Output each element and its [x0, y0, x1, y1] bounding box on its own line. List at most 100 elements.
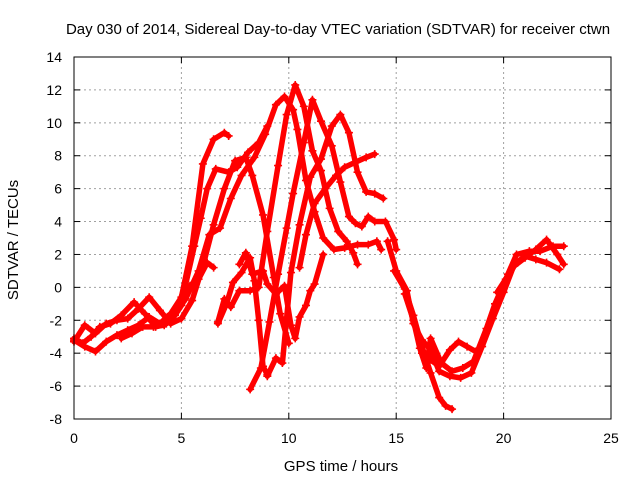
- x-tick-label: 0: [70, 430, 78, 446]
- data-point-arc-9: [390, 235, 399, 244]
- data-point-arc-5: [237, 171, 246, 180]
- data-point-arc-5: [319, 234, 328, 242]
- data-point-arc-2: [211, 164, 220, 173]
- data-point-arc-10: [327, 122, 336, 131]
- data-point-arc-14: [409, 316, 418, 325]
- data-point-arc-11: [351, 158, 360, 167]
- data-point-arc-7: [250, 276, 259, 285]
- data-point-arc-3: [112, 316, 121, 325]
- data-point-arc-11: [362, 153, 371, 162]
- data-point-arc-3: [241, 153, 250, 162]
- data-point-arc-8: [235, 260, 244, 269]
- data-point-arc-3: [276, 309, 285, 318]
- y-axis-label: SDTVAR / TECUs: [5, 180, 22, 300]
- x-tick-label: 10: [281, 430, 297, 446]
- series-arc-16: [494, 236, 567, 296]
- data-point-arc-6: [334, 227, 343, 236]
- data-point-arc-1: [209, 135, 218, 144]
- data-point-arc-9: [308, 95, 317, 104]
- data-point-arc-3: [134, 304, 143, 313]
- data-point-arc-5: [377, 245, 386, 254]
- data-point-arc-4: [160, 321, 169, 330]
- data-point-arc-15: [471, 347, 480, 356]
- data-point-arc-11: [340, 163, 349, 172]
- data-point-arc-4: [138, 322, 147, 331]
- data-point-arc-15: [426, 355, 435, 364]
- data-point-arc-10: [306, 173, 315, 182]
- data-point-arc-14: [491, 299, 500, 308]
- data-point-arc-10: [286, 268, 295, 277]
- data-point-arc-5: [364, 240, 373, 249]
- data-point-arc-5: [261, 130, 270, 139]
- data-point-arc-1: [112, 331, 121, 340]
- data-point-arc-16: [510, 261, 519, 270]
- data-point-arc-8: [248, 270, 257, 279]
- data-point-arc-10: [278, 359, 287, 368]
- data-point-arc-10: [353, 168, 362, 177]
- data-point-arc-14: [422, 363, 431, 372]
- data-point-arc-8: [263, 280, 272, 289]
- plot-frame: [73, 56, 612, 420]
- data-point-arc-11: [301, 230, 310, 239]
- data-point-arc-8: [291, 334, 300, 343]
- data-point-arc-16: [542, 235, 551, 244]
- series-arc-6: [215, 82, 361, 325]
- data-point-arc-13: [441, 401, 450, 410]
- data-point-arc-3: [80, 321, 89, 330]
- data-point-arc-1: [224, 131, 233, 140]
- x-tick-label: 5: [178, 430, 186, 446]
- data-point-arc-2: [243, 148, 252, 157]
- data-point-arc-5: [194, 266, 203, 275]
- data-point-arc-16: [521, 253, 530, 262]
- x-tick-label: 20: [496, 430, 512, 446]
- data-point-arc-6: [325, 204, 334, 213]
- data-point-arc-6: [282, 110, 291, 119]
- data-point-arc-1: [220, 128, 229, 137]
- data-point-arc-16: [531, 245, 540, 254]
- data-point-arc-5: [329, 245, 338, 254]
- data-point-arc-10: [344, 128, 353, 137]
- data-point-arc-10: [295, 220, 304, 229]
- y-tick-label: 10: [46, 115, 62, 131]
- x-tick-label: 25: [603, 430, 619, 446]
- data-point-arc-3: [123, 314, 132, 323]
- data-point-arc-10: [263, 372, 272, 381]
- data-point-arc-2: [87, 332, 96, 341]
- series-arc-14: [402, 243, 567, 375]
- data-point-arc-9: [336, 178, 345, 187]
- data-point-arc-3: [155, 306, 164, 315]
- data-point-arc-14: [415, 344, 424, 353]
- data-point-arc-16: [501, 275, 510, 284]
- data-point-arc-3: [91, 329, 100, 338]
- y-tick-label: -4: [50, 345, 63, 361]
- data-point-arc-15: [445, 345, 454, 354]
- data-point-arc-9: [344, 212, 353, 221]
- y-tick-label: -2: [50, 312, 63, 328]
- data-point-arc-7: [213, 319, 222, 328]
- data-point-arc-16: [559, 260, 568, 269]
- data-point-arc-9: [274, 270, 283, 279]
- data-point-arc-2: [203, 184, 212, 193]
- data-point-arc-9: [351, 219, 360, 228]
- data-point-arc-11: [321, 184, 330, 193]
- data-point-arc-8: [295, 312, 304, 321]
- data-point-arc-4: [149, 322, 158, 331]
- data-point-arc-4: [127, 329, 136, 338]
- data-point-arc-3: [145, 293, 154, 302]
- data-point-arc-9: [392, 245, 401, 254]
- data-point-arc-11: [310, 199, 319, 208]
- data-point-arc-9: [364, 212, 373, 221]
- data-point-arc-2: [196, 214, 205, 223]
- data-point-arc-10: [379, 194, 388, 203]
- data-point-arc-3: [102, 319, 111, 328]
- data-point-arc-14: [400, 289, 409, 298]
- data-point-arc-8: [310, 280, 319, 289]
- data-point-arc-13: [426, 368, 435, 377]
- data-point-arc-6: [235, 286, 244, 295]
- data-point-arc-10: [336, 110, 345, 119]
- data-point-arc-14: [512, 250, 521, 259]
- data-point-arc-12: [531, 255, 540, 264]
- data-point-arc-5: [280, 92, 289, 101]
- data-point-arc-6: [342, 237, 351, 246]
